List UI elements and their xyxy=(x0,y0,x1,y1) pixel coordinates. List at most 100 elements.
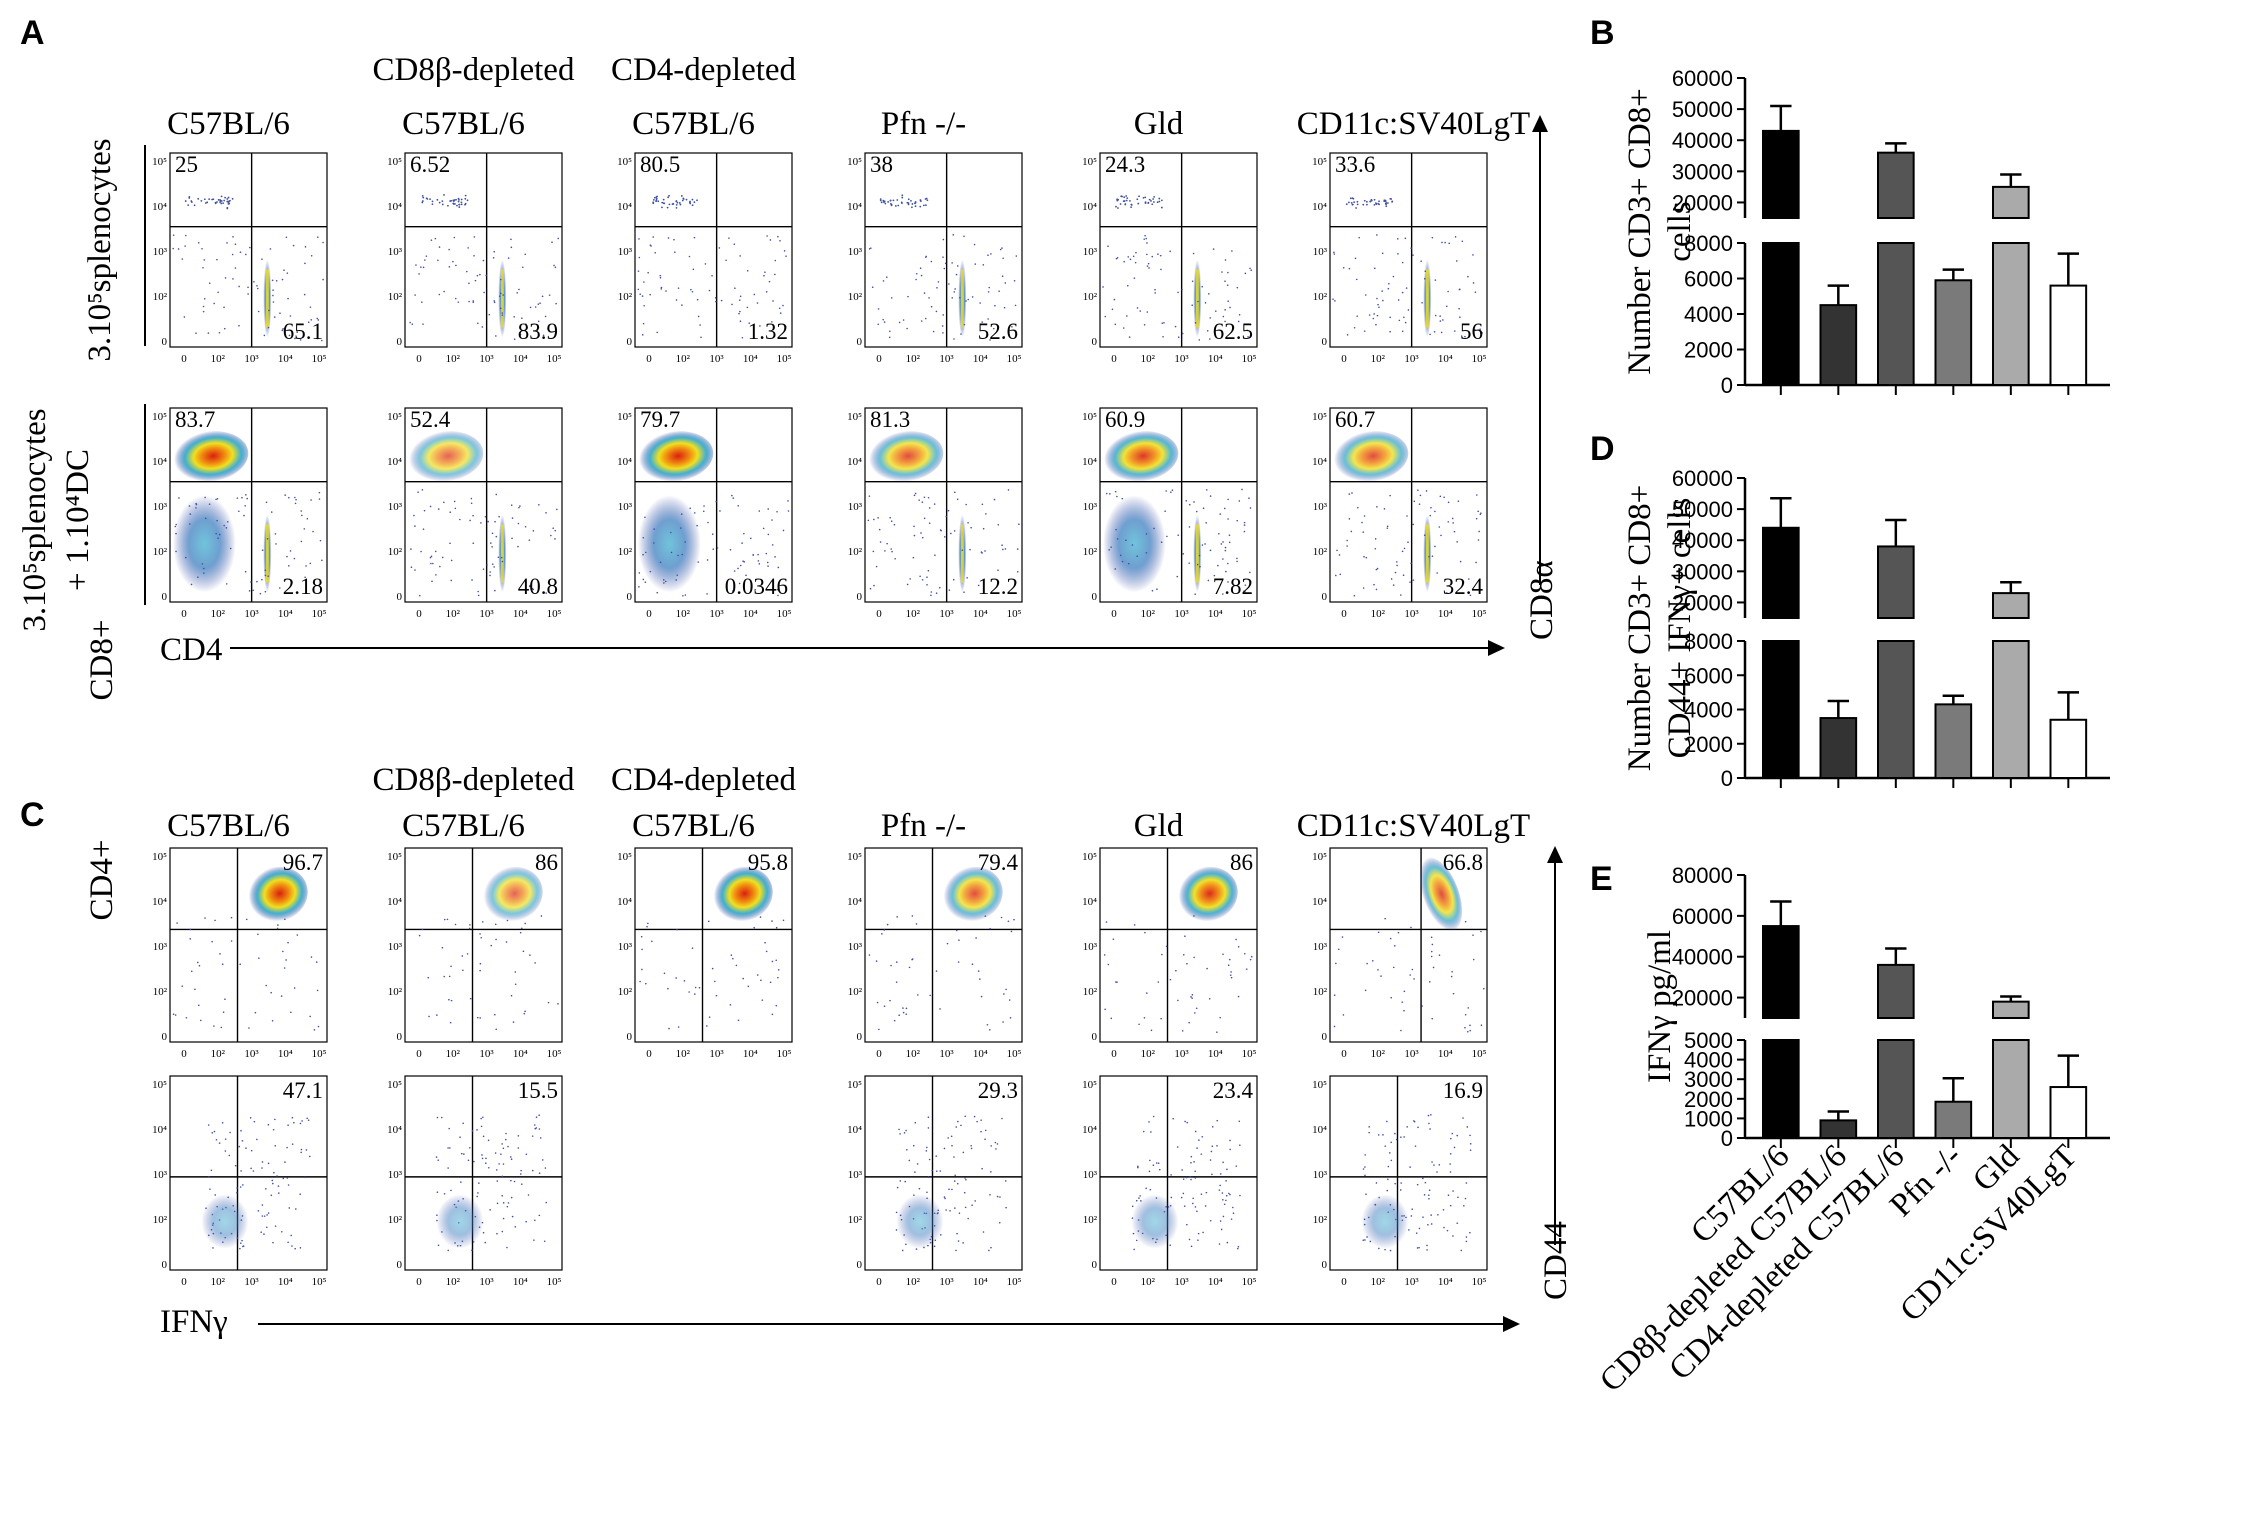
event-dot xyxy=(1465,1182,1468,1184)
event-dot xyxy=(894,557,896,560)
event-dot xyxy=(1440,331,1443,334)
event-dot xyxy=(472,300,475,302)
event-dot xyxy=(977,970,980,972)
event-dot xyxy=(181,258,184,260)
y-tick-label: 10⁵ xyxy=(1082,851,1097,863)
flow-plot-frame xyxy=(404,152,563,348)
event-dot xyxy=(501,312,504,314)
y-tick-label: 10² xyxy=(153,986,168,998)
event-dot xyxy=(470,497,473,500)
flow-plot-frame xyxy=(634,152,793,348)
event-dot xyxy=(1389,937,1392,940)
event-dot xyxy=(890,964,892,967)
event-dot xyxy=(1005,1206,1007,1209)
event-dot xyxy=(441,200,444,203)
event-dot xyxy=(277,1185,280,1187)
event-dot xyxy=(253,280,255,283)
event-dot xyxy=(1394,1182,1396,1185)
event-dot xyxy=(776,588,779,591)
event-dot xyxy=(951,1188,953,1191)
event-dot xyxy=(499,307,502,310)
event-dot xyxy=(775,1004,778,1007)
event-dot xyxy=(1427,1114,1430,1117)
event-dot xyxy=(948,1188,950,1191)
event-dot xyxy=(252,589,255,592)
event-dot xyxy=(1447,1194,1450,1197)
event-dot xyxy=(973,243,976,246)
y-tick-label: 10⁴ xyxy=(847,1124,862,1136)
event-dot xyxy=(476,274,479,277)
event-dot xyxy=(1180,1196,1183,1199)
event-dot xyxy=(304,262,306,265)
event-dot xyxy=(519,931,522,934)
event-dot xyxy=(1143,238,1146,240)
event-dot xyxy=(310,499,312,501)
event-dot xyxy=(449,1021,452,1024)
event-dot xyxy=(1212,248,1215,250)
event-dot xyxy=(672,203,675,205)
event-dot xyxy=(1386,525,1389,528)
event-dot xyxy=(950,532,952,535)
x-tick-label: 10⁴ xyxy=(1208,608,1223,620)
a-col-header: C57BL/6 xyxy=(632,106,755,142)
event-dot xyxy=(1110,546,1112,548)
event-dot xyxy=(225,583,228,585)
event-dot xyxy=(1349,197,1352,200)
y-tick-label: 10⁵ xyxy=(152,156,167,168)
panel-c-flow-plots: C57BL/6CD8β-depletedC57BL/6CD4-depletedC… xyxy=(152,762,1530,1288)
event-dot xyxy=(925,1150,928,1152)
event-dot xyxy=(441,203,444,206)
event-dot xyxy=(484,515,487,518)
event-dot xyxy=(676,574,679,576)
event-dot xyxy=(1449,1152,1452,1155)
event-dot xyxy=(538,1214,541,1217)
event-dot xyxy=(1219,1016,1221,1019)
event-dot xyxy=(898,1014,901,1017)
event-dot xyxy=(875,960,878,962)
y-tick-label: 60000 xyxy=(1672,466,1733,491)
event-dot xyxy=(1117,207,1119,209)
event-dot xyxy=(1115,528,1117,531)
event-dot xyxy=(873,584,875,587)
event-dot xyxy=(294,1247,296,1250)
event-dot xyxy=(1400,1136,1402,1138)
event-dot xyxy=(997,569,999,572)
event-dot xyxy=(1248,497,1250,499)
event-dot xyxy=(1404,321,1407,324)
y-tick-label: 10⁴ xyxy=(617,456,632,468)
x-tick-label: 10⁵ xyxy=(312,353,327,365)
event-dot xyxy=(711,533,714,536)
event-dot xyxy=(239,1186,242,1188)
event-dot xyxy=(638,586,640,588)
event-dot xyxy=(189,928,192,931)
event-dot xyxy=(693,993,696,995)
event-dot xyxy=(919,575,921,578)
event-dot xyxy=(1457,500,1460,502)
event-dot xyxy=(738,312,740,315)
event-dot xyxy=(1219,513,1222,515)
event-dot xyxy=(501,314,504,316)
event-dot xyxy=(287,1241,289,1244)
event-dot xyxy=(1107,963,1110,966)
event-dot xyxy=(1221,1192,1224,1194)
event-dot xyxy=(957,1120,959,1123)
event-dot xyxy=(1453,530,1456,533)
event-dot xyxy=(1475,561,1477,564)
event-dot xyxy=(545,512,547,514)
y-tick-label: 4000 xyxy=(1684,1048,1733,1073)
event-dot xyxy=(1384,1145,1387,1147)
event-dot xyxy=(1142,1130,1145,1133)
event-dot xyxy=(294,496,296,499)
event-dot xyxy=(1186,962,1188,965)
event-dot xyxy=(1415,1232,1418,1234)
event-dot xyxy=(656,591,659,594)
chart-d: 0200040006000800020000300004000050000600… xyxy=(1622,466,2110,791)
event-dot xyxy=(286,1146,288,1149)
event-dot xyxy=(1475,517,1478,520)
event-dot xyxy=(512,1021,515,1023)
event-dot xyxy=(956,1182,959,1185)
event-dot xyxy=(200,1019,202,1022)
event-dot xyxy=(271,1020,274,1022)
x-tick-label: 10⁴ xyxy=(973,1276,988,1288)
event-dot xyxy=(1209,317,1212,319)
